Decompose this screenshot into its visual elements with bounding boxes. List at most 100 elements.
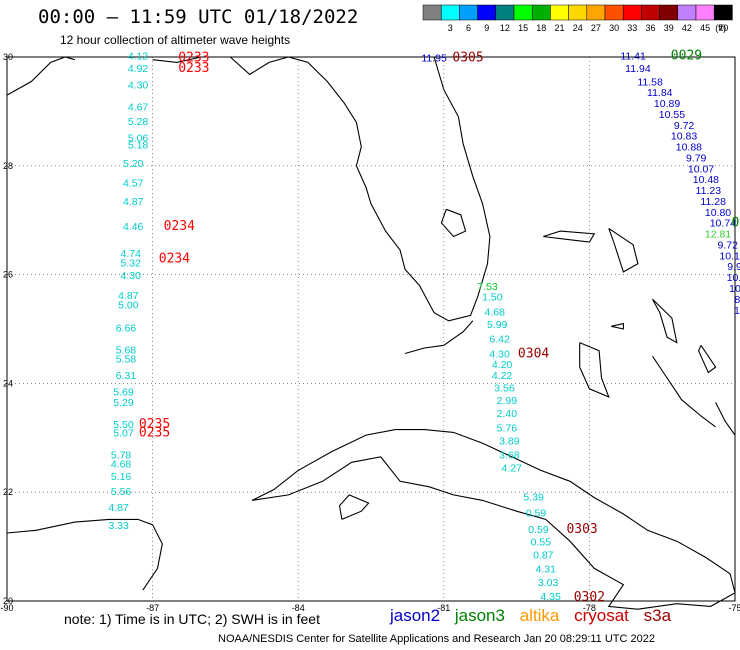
swh-value: 9.72	[718, 239, 739, 251]
satellite-jason2: jason2	[390, 606, 441, 625]
swh-value: 11.95	[421, 52, 447, 64]
swh-value: 3.03	[538, 577, 559, 589]
swh-value: 4.67	[128, 101, 149, 113]
lon-tick-label: -90	[0, 603, 13, 613]
swh-value: 0.87	[533, 550, 554, 562]
coast-segment	[229, 56, 491, 322]
swh-value: 4.57	[123, 177, 144, 189]
swh-value: 11.84	[647, 87, 673, 99]
coast-segment	[697, 344, 717, 374]
lon-tick-label: -84	[292, 603, 305, 613]
map-title: 00:00 – 11:59 UTC 01/18/2022	[38, 6, 359, 28]
swh-value: 7.53	[477, 281, 498, 293]
pass-time-label: 0235	[139, 417, 170, 432]
swh-value: 4.74	[121, 248, 142, 260]
colorbar-tick-label: 42	[682, 23, 692, 33]
colorbar-tick-label: 15	[518, 23, 528, 33]
swh-value: 3.56	[494, 383, 515, 395]
coast-segment	[715, 402, 736, 436]
swh-value: 8.87	[734, 294, 740, 306]
map-frame	[6, 56, 736, 602]
swh-value: 9.79	[686, 152, 707, 164]
swh-value: 0.59	[528, 524, 549, 536]
colorbar-swatch	[713, 4, 733, 21]
swh-value: 0.55	[531, 537, 552, 549]
swh-value: 1.50	[482, 292, 503, 304]
swh-value: 5.99	[487, 319, 508, 331]
swh-value: 10.10	[727, 272, 740, 284]
colorbar-swatch	[622, 4, 642, 21]
colorbar-tick-label: 21	[554, 23, 564, 33]
colorbar-swatch	[659, 4, 679, 21]
swh-value: 5.20	[123, 158, 144, 170]
lat-tick-label: 30	[3, 52, 13, 62]
swh-value: 4.35	[540, 591, 561, 603]
coast-segment	[404, 320, 474, 355]
satellite-altika: altika	[519, 606, 560, 625]
colorbar-tick-label: 12	[500, 23, 510, 33]
pass-time-label: 0030	[731, 216, 740, 231]
lat-tick-label: 22	[3, 487, 13, 497]
swh-value: 11.41	[620, 51, 646, 63]
swh-value: 4.68	[485, 306, 506, 318]
satellite-legend: jason2 jason3 altika cryosat s3a	[390, 606, 681, 626]
colorbar-tick-label: 24	[573, 23, 583, 33]
colorbar-swatch	[568, 4, 588, 21]
colorbar-tick-label: 3	[448, 23, 453, 33]
axis-ticks: -90 -87 -84 -81 -78 -75 30 28 26 24 22 20	[0, 52, 740, 613]
altimeter-tracks: 4.124.92 4.30 4.67 5.28 5.065.18 5.20 4.57 4.87…	[108, 49, 740, 605]
satellite-jason3: jason3	[454, 606, 505, 625]
coast-segment	[579, 342, 610, 399]
lon-tick-label: -81	[437, 603, 450, 613]
colorbar-swatch	[641, 4, 660, 21]
swh-value: 4.87	[118, 290, 139, 302]
colorbar-tick-label: 39	[664, 23, 674, 33]
swh-value: 5.50	[113, 419, 134, 431]
swh-value: 10.89	[654, 98, 680, 110]
swh-value: 5.56	[111, 486, 132, 498]
swh-value: 3.33	[108, 520, 129, 532]
swh-value: 10.15	[729, 283, 740, 295]
swh-value: 3.89	[499, 435, 520, 447]
colorbar-tick-label: 30	[609, 23, 619, 33]
swh-value: 6.42	[489, 334, 510, 346]
colorbar-tick-label: 27	[591, 23, 601, 33]
pass-time-label: 0235	[139, 426, 170, 441]
swh-value: 10.07	[688, 163, 714, 175]
swh-value: 4.87	[123, 196, 144, 208]
swh-value: 5.00	[118, 299, 139, 311]
swh-value: 11.23	[696, 185, 722, 197]
footnote: note: 1) Time is in UTC; 2) SWH is in fe…	[64, 611, 320, 627]
colorbar-swatch	[459, 4, 478, 21]
satellite-cryosat: cryosat	[574, 606, 629, 625]
colorbar: 3 6 9 12 15 18 21 24 27 30 33 36 39 42 45 70(ft)	[422, 4, 733, 33]
swh-value: 4.12	[128, 51, 149, 63]
swh-value: 5.32	[121, 257, 142, 269]
swh-value: 10.74	[710, 218, 736, 230]
swh-value: 12.81	[705, 229, 731, 241]
swh-value: 11.58	[637, 76, 663, 88]
lat-tick-label: 26	[3, 270, 13, 280]
coast-segment	[251, 429, 736, 610]
pass-time-label: 0302	[574, 590, 605, 605]
lat-lon-grid	[7, 57, 735, 601]
swh-value: 5.16	[111, 471, 132, 483]
swh-value: 9.72	[674, 120, 695, 132]
swh-value: 6.66	[116, 323, 137, 335]
pass-time-label: 0233	[178, 61, 209, 76]
pass-time-label: 0303	[566, 522, 597, 537]
swh-value: 4.20	[492, 359, 513, 371]
pass-time-label: 0029	[671, 49, 702, 64]
coast-segment	[6, 518, 163, 591]
colorbar-swatch	[677, 4, 697, 21]
swh-value: 5.69	[113, 386, 134, 398]
swh-value: 5.28	[128, 116, 149, 128]
colorbar-swatch	[531, 4, 551, 21]
swh-value: 11.94	[625, 63, 651, 75]
lon-tick-label: -78	[583, 603, 596, 613]
swh-value: 5.58	[116, 354, 137, 366]
swh-value: 5.29	[113, 397, 134, 409]
swh-value: 11.28	[700, 196, 726, 208]
colorbar-swatch	[495, 4, 515, 21]
swh-value: 5.07	[113, 428, 134, 440]
